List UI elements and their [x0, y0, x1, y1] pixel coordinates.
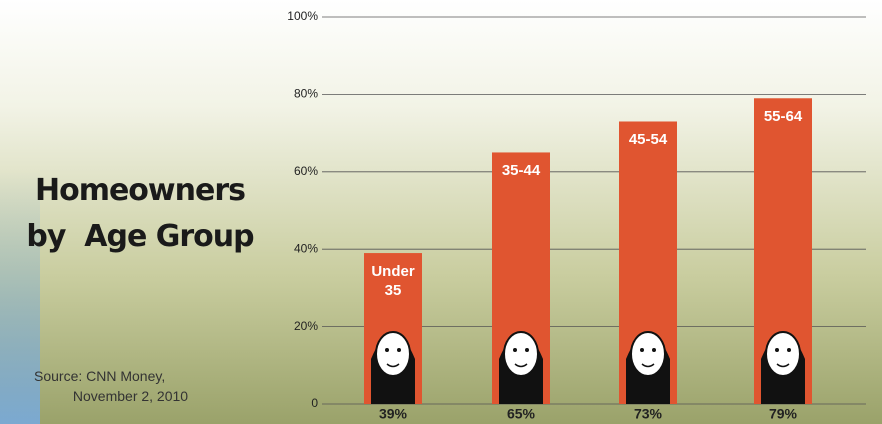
eye [513, 348, 517, 352]
eye [652, 348, 656, 352]
eye [397, 348, 401, 352]
category-label: 35-44 [492, 161, 550, 180]
category-label: 45-54 [619, 130, 677, 149]
eye [775, 348, 779, 352]
y-tick-label: 40% [294, 241, 318, 255]
y-tick-label: 80% [294, 87, 318, 101]
y-tick-label: 100% [287, 9, 318, 23]
face [504, 332, 538, 376]
value-label: 65% [507, 406, 536, 422]
eye [385, 348, 389, 352]
y-tick-label: 0 [311, 396, 318, 410]
page: Homeowners by Age Group Source: CNN Mone… [0, 0, 882, 424]
value-label: 73% [634, 406, 663, 422]
face [766, 332, 800, 376]
category-label: 55-64 [754, 107, 812, 126]
eye [525, 348, 529, 352]
eye [640, 348, 644, 352]
face [376, 332, 410, 376]
y-tick-label: 20% [294, 319, 318, 333]
chart: 0 20% 40% 60% 80% 100% 39% 65% 73% 79% [0, 0, 882, 424]
y-tick-label: 60% [294, 164, 318, 178]
category-label: Under 35 [364, 262, 422, 300]
face [631, 332, 665, 376]
value-label: 79% [769, 406, 798, 422]
eye [787, 348, 791, 352]
value-label: 39% [379, 406, 408, 422]
